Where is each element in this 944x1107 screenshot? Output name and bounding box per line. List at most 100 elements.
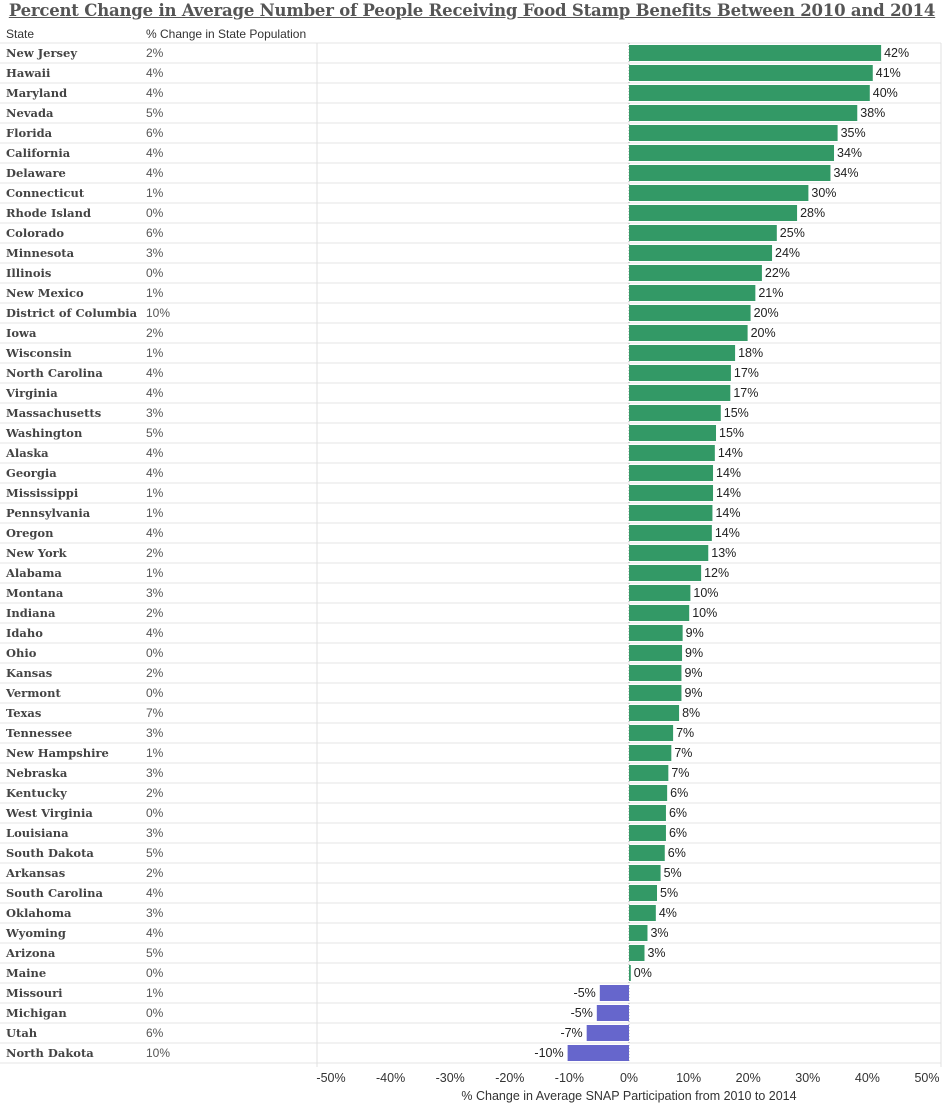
x-tick-label: 50% xyxy=(914,1071,939,1085)
bar-value-label: 28% xyxy=(800,206,825,220)
population-change-value: 3% xyxy=(146,406,164,420)
state-label: Tennessee xyxy=(6,726,72,740)
population-change-value: 3% xyxy=(146,826,164,840)
state-label: Michigan xyxy=(6,1006,67,1020)
population-change-value: 2% xyxy=(146,606,164,620)
x-tick-label: -40% xyxy=(376,1071,405,1085)
bar-positive xyxy=(629,785,668,801)
state-label: Arizona xyxy=(5,946,56,960)
x-tick-label: -10% xyxy=(555,1071,584,1085)
bar-value-label: -10% xyxy=(534,1046,563,1060)
state-label: Rhode Island xyxy=(6,206,91,220)
state-label: South Carolina xyxy=(6,886,103,900)
state-label: Virginia xyxy=(5,386,58,400)
bar-negative xyxy=(586,1025,629,1041)
x-tick-label: 30% xyxy=(795,1071,820,1085)
population-change-value: 6% xyxy=(146,1026,164,1040)
population-change-value: 5% xyxy=(146,946,164,960)
bar-value-label: 4% xyxy=(659,906,677,920)
bar-value-label: 30% xyxy=(811,186,836,200)
population-change-value: 4% xyxy=(146,86,164,100)
bar-positive xyxy=(629,285,756,301)
bar-value-label: 14% xyxy=(716,466,741,480)
bar-positive xyxy=(629,385,731,401)
state-label: Hawaii xyxy=(6,66,51,80)
chart-title: Percent Change in Average Number of Peop… xyxy=(8,1,936,20)
population-change-value: 0% xyxy=(146,966,164,980)
bar-negative xyxy=(596,1005,629,1021)
bar-positive xyxy=(629,425,717,441)
population-change-value: 2% xyxy=(146,46,164,60)
x-tick-label: -20% xyxy=(495,1071,524,1085)
population-change-value: 1% xyxy=(146,346,164,360)
state-label: Alaska xyxy=(5,446,49,460)
bar-positive xyxy=(629,145,835,161)
state-label: Alabama xyxy=(5,566,62,580)
state-label: Vermont xyxy=(5,686,61,700)
bar-value-label: 8% xyxy=(682,706,700,720)
population-change-value: 3% xyxy=(146,586,164,600)
bar-value-label: 3% xyxy=(650,926,668,940)
state-label: Maine xyxy=(6,966,46,980)
bar-value-label: 7% xyxy=(676,726,694,740)
bar-positive xyxy=(629,405,721,421)
population-change-value: 10% xyxy=(146,1046,170,1060)
bar-positive xyxy=(629,165,831,181)
state-label: Minnesota xyxy=(6,246,75,260)
bar-positive xyxy=(629,365,731,381)
population-change-value: 10% xyxy=(146,306,170,320)
bar-positive xyxy=(629,225,777,241)
bar-value-label: 18% xyxy=(738,346,763,360)
bar-positive xyxy=(629,645,683,661)
state-label: New York xyxy=(6,546,68,560)
bar-positive xyxy=(629,605,690,621)
state-label: Washington xyxy=(5,426,83,440)
population-change-value: 3% xyxy=(146,766,164,780)
bar-positive xyxy=(629,685,682,701)
population-change-value: 0% xyxy=(146,266,164,280)
bar-value-label: 35% xyxy=(841,126,866,140)
bar-positive xyxy=(629,865,661,881)
population-change-value: 0% xyxy=(146,206,164,220)
state-label: North Dakota xyxy=(6,1046,94,1060)
bar-positive xyxy=(629,205,798,221)
population-change-value: 1% xyxy=(146,506,164,520)
bar-value-label: 10% xyxy=(693,586,718,600)
bar-value-label: 9% xyxy=(685,646,703,660)
bar-value-label: 13% xyxy=(711,546,736,560)
bar-positive xyxy=(629,845,665,861)
population-change-value: 4% xyxy=(146,66,164,80)
bar-positive xyxy=(629,765,669,781)
bar-positive xyxy=(629,85,870,101)
bar-value-label: 40% xyxy=(873,86,898,100)
x-tick-label: 0% xyxy=(620,1071,638,1085)
bar-positive xyxy=(629,965,631,981)
x-tick-label: 10% xyxy=(676,1071,701,1085)
population-change-value: 6% xyxy=(146,126,164,140)
state-label: Kentucky xyxy=(6,786,67,800)
bar-positive xyxy=(629,265,762,281)
state-label: Pennsylvania xyxy=(6,506,91,520)
x-tick-label: -50% xyxy=(316,1071,345,1085)
bar-value-label: 9% xyxy=(686,626,704,640)
bar-value-label: 42% xyxy=(884,46,909,60)
state-label: California xyxy=(6,146,71,160)
state-label: Maryland xyxy=(6,86,67,100)
state-label: Utah xyxy=(6,1026,38,1040)
bar-negative xyxy=(567,1045,629,1061)
x-axis-label: % Change in Average SNAP Participation f… xyxy=(461,1089,796,1103)
state-label: New Hampshire xyxy=(6,746,109,760)
bar-value-label: 15% xyxy=(719,426,744,440)
bar-positive xyxy=(629,725,674,741)
bar-value-label: 0% xyxy=(634,966,652,980)
population-change-value: 0% xyxy=(146,646,164,660)
bar-value-label: -7% xyxy=(560,1026,582,1040)
state-label: West Virginia xyxy=(5,806,93,820)
population-change-value: 2% xyxy=(146,546,164,560)
bar-value-label: 15% xyxy=(724,406,749,420)
state-label: Montana xyxy=(6,586,64,600)
state-label: South Dakota xyxy=(6,846,94,860)
bar-value-label: 25% xyxy=(780,226,805,240)
bar-positive xyxy=(629,345,736,361)
x-tick-label: 20% xyxy=(736,1071,761,1085)
